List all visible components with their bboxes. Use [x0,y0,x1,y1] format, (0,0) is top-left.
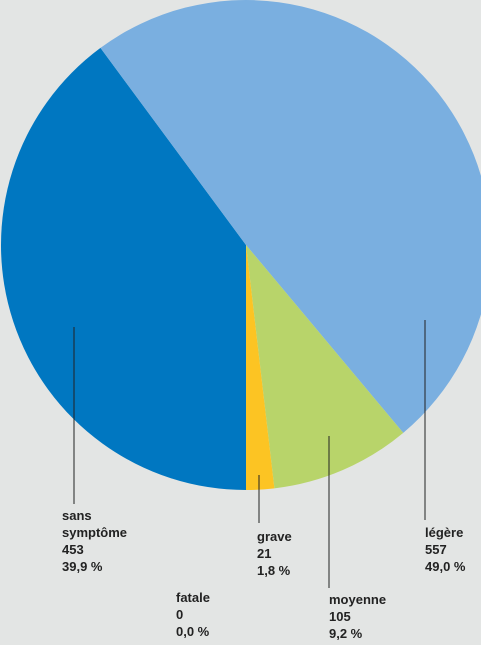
label-sans-symptome: sans symptôme 453 39,9 % [62,507,127,575]
label-legere-count: 557 [425,542,447,557]
pie-slice-sans-symptome [0,47,247,490]
pie-slice-moyenne [246,245,404,489]
label-sans-symptome-name-1: sans [62,508,92,523]
label-grave-count: 21 [257,546,272,561]
label-sans-symptome-percent: 39,9 % [62,559,103,574]
label-grave-percent: 1,8 % [257,563,291,578]
label-sans-symptome-name-2: symptôme [62,525,128,540]
label-grave: grave 21 1,8 % [257,528,292,579]
label-moyenne-name: moyenne [329,592,387,607]
label-moyenne-count: 105 [329,609,351,624]
label-moyenne: moyenne 105 9,2 % [329,591,386,642]
pie-slice-grave [246,245,275,490]
label-fatale: fatale 0 0,0 % [176,589,210,640]
label-fatale-percent: 0,0 % [176,624,210,639]
pie-slice-legere [100,0,481,433]
label-legere-name: légère [425,525,464,540]
label-legere: légère 557 49,0 % [425,524,465,575]
label-sans-symptome-count: 453 [62,542,84,557]
label-legere-percent: 49,0 % [425,559,466,574]
label-grave-name: grave [257,529,292,544]
label-moyenne-percent: 9,2 % [329,626,363,641]
label-fatale-name: fatale [176,590,210,605]
label-fatale-count: 0 [176,607,184,622]
